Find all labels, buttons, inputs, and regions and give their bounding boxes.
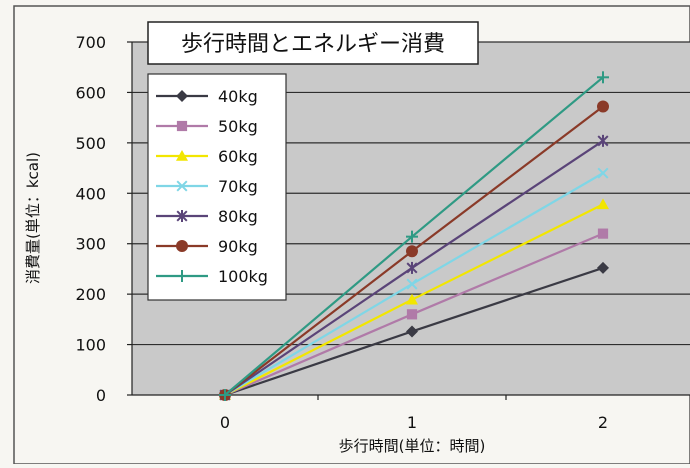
x-tick-label: 0 — [220, 413, 230, 432]
legend-label: 100kg — [218, 267, 268, 286]
y-tick-label: 0 — [96, 386, 106, 405]
y-tick-label: 700 — [75, 33, 106, 52]
series-layer — [219, 71, 609, 401]
legend-item: 70kg — [156, 177, 258, 196]
data-point — [176, 90, 188, 102]
x-axis-tick-labels: 0 1 2 — [220, 413, 608, 432]
legend-item: 60kg — [156, 147, 258, 166]
title-box: 歩行時間とエネルギー消費 — [147, 21, 479, 65]
data-point — [176, 150, 188, 161]
data-point — [597, 261, 609, 274]
legend-item: 100kg — [156, 267, 268, 286]
series-90kg — [219, 100, 609, 401]
data-point — [219, 389, 231, 401]
legend-label: 70kg — [218, 177, 258, 196]
x-tick-label: 2 — [598, 413, 608, 432]
legend-label: 80kg — [218, 207, 258, 226]
y-tick-label: 100 — [75, 336, 106, 355]
y-tick-label: 500 — [75, 134, 106, 153]
legend-item: 90kg — [156, 237, 258, 256]
data-point — [176, 270, 188, 282]
data-point — [176, 120, 188, 132]
data-point — [597, 71, 609, 84]
legend: 40kg 50kg 60kg 70kg 80kg 90kg 100kg — [147, 73, 287, 301]
data-point — [597, 198, 609, 210]
data-point — [597, 228, 609, 239]
data-point — [406, 309, 418, 320]
legend-label: 50kg — [218, 117, 258, 136]
y-tick-label: 200 — [75, 285, 106, 304]
data-point — [176, 240, 188, 252]
series-100kg — [219, 71, 609, 401]
legend-item: 80kg — [156, 207, 258, 226]
y-axis-label: 消費量(単位：kcal) — [24, 152, 42, 284]
x-tick-label: 1 — [407, 413, 417, 432]
y-tick-label: 400 — [75, 184, 106, 203]
data-point — [406, 261, 418, 274]
data-point — [597, 167, 609, 179]
y-tick-label: 300 — [75, 235, 106, 254]
chart-title: 歩行時間とエネルギー消費 — [181, 32, 445, 57]
data-point — [406, 278, 418, 290]
data-point — [406, 325, 418, 338]
legend-item: 40kg — [156, 87, 258, 106]
y-axis-tick-labels: 0 100 200 300 400 500 600 700 — [75, 33, 106, 405]
legend-label: 40kg — [218, 87, 258, 106]
legend-label: 90kg — [218, 237, 258, 256]
x-axis-label: 歩行時間(単位：時間) — [339, 437, 486, 455]
legend-label: 60kg — [218, 147, 258, 166]
data-point — [406, 293, 418, 305]
data-point — [176, 180, 188, 192]
data-point — [176, 210, 188, 222]
data-point — [597, 134, 609, 147]
legend-item: 50kg — [156, 117, 258, 136]
y-tick-label: 600 — [75, 83, 106, 102]
data-point — [597, 100, 609, 113]
data-point — [406, 230, 418, 243]
data-point — [406, 245, 418, 258]
